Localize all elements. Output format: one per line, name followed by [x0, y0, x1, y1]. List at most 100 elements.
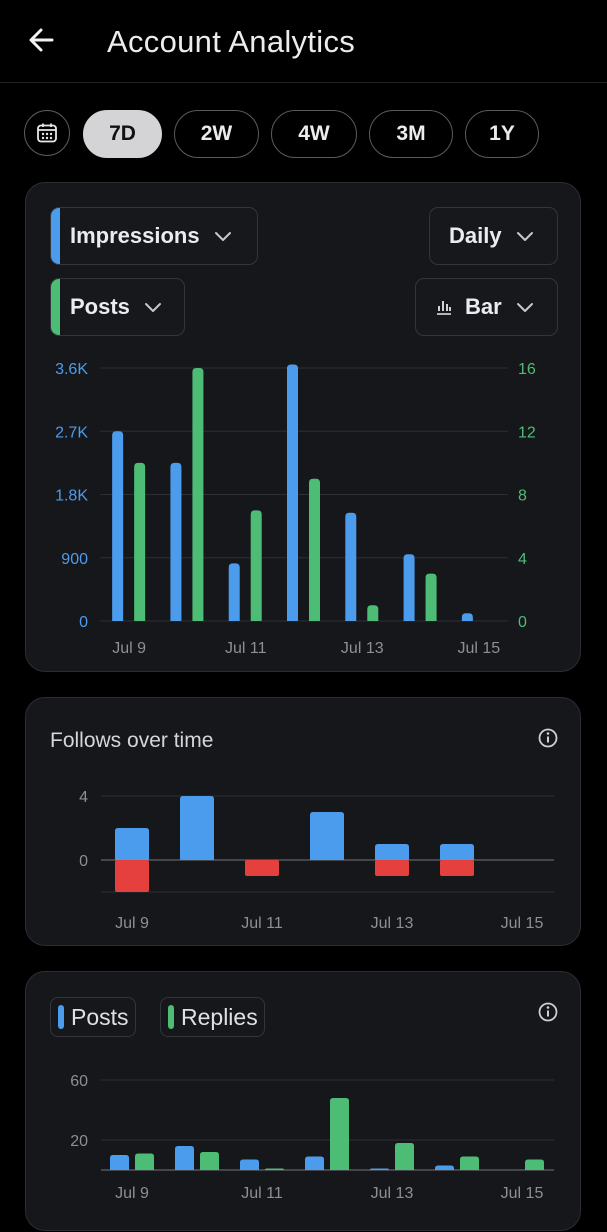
- legend-label: Posts: [71, 1003, 129, 1030]
- bar-replies: [460, 1156, 479, 1170]
- y-axis-right-tick: 0: [518, 614, 527, 631]
- chart-type-dropdown[interactable]: Bar: [415, 278, 558, 336]
- impressions-chart-card: Impressions Daily Posts Bar 0 900 1.8K 2.7K…: [25, 182, 581, 672]
- activity-chart-card: Posts Replies 20 60 Jul 9 Jul 11 Jul 13 Jul 1…: [25, 971, 581, 1231]
- legend-label: Replies: [181, 1003, 258, 1030]
- bar-replies: [135, 1153, 154, 1170]
- bar-follows: [115, 828, 149, 860]
- y-axis-left-tick: 0: [79, 614, 88, 631]
- granularity-label: Daily: [449, 223, 502, 248]
- range-tab-3m[interactable]: 3M: [369, 110, 453, 158]
- chevron-down-icon: [144, 303, 161, 312]
- follows-chart-card: Follows over time 4 0 Jul 9 Jul 11 Jul 13 Jul…: [25, 697, 581, 946]
- x-axis-tick: Jul 11: [241, 1185, 283, 1202]
- posts-replies-bar-chart: 20 60 Jul 9 Jul 11 Jul 13 Jul 15: [70, 1073, 554, 1202]
- follows-bar-chart: 4 0 Jul 9 Jul 11 Jul 13 Jul 15: [79, 789, 554, 932]
- card-title: Follows over time: [50, 729, 214, 752]
- bar-unfollows: [115, 860, 149, 892]
- bar-posts: [134, 462, 146, 621]
- metric-color-indicator: [51, 279, 60, 335]
- x-axis-tick: Jul 13: [371, 1185, 414, 1202]
- chevron-down-icon: [214, 232, 231, 241]
- bar-replies: [395, 1143, 414, 1170]
- range-tab-7d[interactable]: 7D: [83, 110, 162, 158]
- primary-metric-dropdown[interactable]: Impressions: [50, 207, 258, 265]
- legend-swatch: [168, 1005, 174, 1029]
- arrow-left-icon: [29, 28, 54, 52]
- bar-chart-icon: [437, 301, 451, 315]
- metric-color-indicator: [51, 208, 60, 264]
- bar-unfollows: [245, 860, 279, 876]
- info-icon[interactable]: [537, 1001, 559, 1023]
- bar-impressions: [170, 462, 182, 621]
- y-axis-tick: 0: [79, 853, 88, 870]
- y-axis-right-tick: 4: [518, 551, 527, 568]
- x-axis-tick: Jul 13: [341, 640, 384, 657]
- y-axis-left-tick: 2.7K: [55, 424, 88, 441]
- bar-impressions: [461, 613, 473, 621]
- x-axis-tick: Jul 15: [501, 915, 544, 932]
- range-tab-1y[interactable]: 1Y: [465, 110, 539, 158]
- bar-follows: [310, 812, 344, 860]
- bar-posts: [250, 510, 262, 621]
- secondary-metric-label: Posts: [70, 294, 130, 319]
- granularity-dropdown[interactable]: Daily: [429, 207, 558, 265]
- y-axis-left-tick: 1.8K: [55, 488, 88, 505]
- y-axis-right-tick: 12: [518, 424, 536, 441]
- secondary-metric-dropdown[interactable]: Posts: [50, 278, 185, 336]
- y-axis-left-tick: 3.6K: [55, 361, 88, 378]
- x-axis-tick: Jul 11: [225, 640, 267, 657]
- range-tab-2w[interactable]: 2W: [174, 110, 259, 158]
- info-icon[interactable]: [537, 727, 559, 749]
- bar-replies: [330, 1098, 349, 1170]
- range-tab-4w[interactable]: 4W: [271, 110, 357, 158]
- bar-unfollows: [440, 860, 474, 876]
- chevron-down-icon: [516, 232, 533, 241]
- bar-posts: [110, 1155, 129, 1170]
- bar-impressions: [112, 431, 124, 621]
- page-title: Account Analytics: [107, 24, 356, 59]
- chart-type-label: Bar: [465, 294, 502, 319]
- bar-posts: [175, 1146, 194, 1170]
- y-axis-tick: 4: [79, 789, 88, 806]
- bar-unfollows: [375, 860, 409, 876]
- x-axis-tick: Jul 9: [112, 640, 146, 657]
- bar-posts: [240, 1159, 259, 1170]
- bar-posts: [367, 605, 379, 621]
- bar-posts: [309, 478, 320, 621]
- legend-posts[interactable]: Posts: [50, 997, 136, 1037]
- x-axis-tick: Jul 11: [241, 915, 283, 932]
- bar-follows: [440, 844, 474, 860]
- y-axis-right-tick: 8: [518, 488, 527, 505]
- bar-replies: [200, 1152, 219, 1170]
- bar-posts: [425, 573, 437, 621]
- x-axis-tick: Jul 15: [501, 1185, 544, 1202]
- x-axis-tick: Jul 9: [115, 915, 149, 932]
- bar-replies: [525, 1159, 544, 1170]
- bar-posts: [370, 1168, 389, 1170]
- bar-posts: [435, 1165, 454, 1170]
- x-axis-tick: Jul 13: [371, 915, 414, 932]
- bar-follows: [180, 796, 214, 860]
- legend-replies[interactable]: Replies: [160, 997, 265, 1037]
- y-axis-right-tick: 16: [518, 361, 536, 378]
- bar-impressions: [228, 563, 240, 621]
- y-axis-tick: 60: [70, 1073, 88, 1090]
- impressions-posts-bar-chart: 0 900 1.8K 2.7K 3.6K 0 4 8 12 16 Jul 9 Jul 11 Jul 13…: [55, 361, 536, 657]
- calendar-icon: [37, 123, 57, 143]
- bar-posts: [192, 368, 204, 621]
- y-axis-left-tick: 900: [61, 551, 88, 568]
- bar-impressions: [403, 554, 415, 621]
- bar-follows: [375, 844, 409, 860]
- bar-impressions: [345, 512, 357, 621]
- calendar-button[interactable]: [24, 110, 70, 156]
- back-button[interactable]: [24, 22, 60, 58]
- x-axis-tick: Jul 9: [115, 1185, 149, 1202]
- legend-swatch: [58, 1005, 64, 1029]
- chevron-down-icon: [516, 303, 533, 312]
- x-axis-tick: Jul 15: [458, 640, 501, 657]
- app-header: Account Analytics: [0, 0, 607, 83]
- bar-posts: [305, 1156, 324, 1170]
- y-axis-tick: 20: [70, 1133, 88, 1150]
- primary-metric-label: Impressions: [70, 223, 200, 248]
